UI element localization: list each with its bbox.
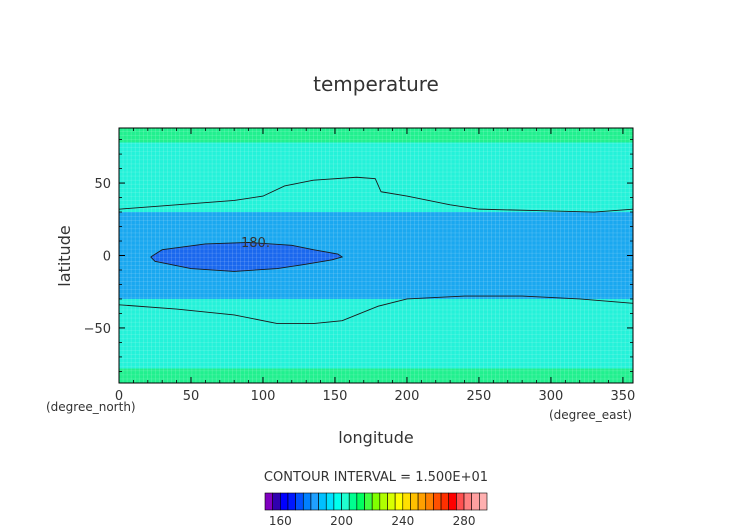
colorbar-cell-18 xyxy=(402,492,411,511)
colorbar-cell-0 xyxy=(264,492,273,511)
chart-title: temperature xyxy=(313,72,439,96)
y-axis-label: latitude xyxy=(55,225,74,286)
x-tick-label-250: 250 xyxy=(467,389,492,404)
x-axis-label: longitude xyxy=(338,428,413,447)
colorbar-cell-21 xyxy=(425,492,434,511)
x-tick-label-150: 150 xyxy=(323,389,348,404)
colorbar-cell-11 xyxy=(348,492,358,511)
y-axis-ticks: −50 0 50 xyxy=(84,139,633,372)
x-tick-label-300: 300 xyxy=(539,389,564,404)
colorbar-cell-28 xyxy=(479,492,488,511)
x-axis-ticks: 0 50 100 150 200 250 300 350 xyxy=(115,128,635,404)
band-210-1 xyxy=(119,368,633,383)
colorbar-cell-20 xyxy=(417,492,427,511)
colorbar-cell-13 xyxy=(364,492,373,511)
colorbar-tick-200: 200 xyxy=(330,514,353,528)
colorbar-cell-15 xyxy=(379,492,388,511)
colorbar-cell-10 xyxy=(341,492,350,511)
colorbar-cell-5 xyxy=(302,492,312,511)
colorbar-tick-280: 280 xyxy=(453,514,476,528)
y-tick-label-0: 0 xyxy=(103,250,111,265)
colorbar-cell-16 xyxy=(387,492,396,511)
colorbar-cell-4 xyxy=(295,492,304,511)
colorbar-cell-12 xyxy=(356,492,365,511)
colorbar-cell-6 xyxy=(310,492,319,511)
colorbar-cell-17 xyxy=(394,492,404,511)
colorbar-cell-22 xyxy=(433,492,442,511)
y-tick-label-50: 50 xyxy=(94,177,111,192)
contour-center-180 xyxy=(150,242,344,272)
x-tick-label-100: 100 xyxy=(251,389,276,404)
x-tick-label-350: 350 xyxy=(611,389,636,404)
y-tick-label--50: −50 xyxy=(84,322,111,337)
x-tick-label-200: 200 xyxy=(395,389,420,404)
colorbar-cell-14 xyxy=(371,492,381,511)
x-tick-label-50: 50 xyxy=(183,389,200,404)
colorbar-cell-3 xyxy=(287,492,296,511)
x-tick-label-0: 0 xyxy=(115,389,123,404)
colorbar-tick-labels: 160 200 240 280 xyxy=(269,514,476,528)
colorbar-cell-25 xyxy=(456,492,465,511)
contour-south-195 xyxy=(118,295,634,325)
colorbar-cell-24 xyxy=(448,492,457,511)
band-180-core xyxy=(150,242,343,272)
contour-north-195 xyxy=(118,176,634,213)
contour-lines xyxy=(118,176,634,325)
colorbar-cell-9 xyxy=(333,492,342,511)
colorbar-cell-7 xyxy=(318,492,327,511)
band-210-0 xyxy=(119,128,633,143)
y-unit-label: (degree_north) xyxy=(46,400,136,414)
colorbar-tick-160: 160 xyxy=(269,514,292,528)
colorbar-tick-240: 240 xyxy=(391,514,414,528)
colorbar-cell-8 xyxy=(325,492,335,511)
colorbar xyxy=(264,492,488,511)
colorbar-cell-2 xyxy=(280,492,289,511)
colorbar-cell-27 xyxy=(471,492,480,511)
contour-interval-text: CONTOUR INTERVAL = 1.500E+01 xyxy=(264,470,488,485)
colorbar-cell-26 xyxy=(463,492,472,511)
plot-area xyxy=(118,127,634,384)
colorbar-cell-19 xyxy=(410,492,419,511)
colorbar-cell-1 xyxy=(272,492,281,511)
x-unit-label: (degree_east) xyxy=(549,408,632,422)
colorbar-cell-23 xyxy=(440,492,450,511)
contour-label: 180. xyxy=(241,236,270,251)
